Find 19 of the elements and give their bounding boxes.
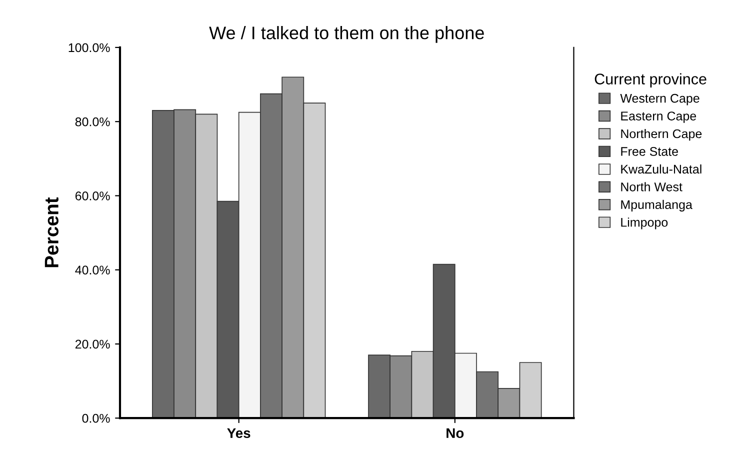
legend-label: KwaZulu-Natal [621, 164, 702, 174]
legend-label: Eastern Cape [621, 112, 696, 123]
y-tick-label: 80.0% [75, 117, 110, 126]
x-tick-label: Yes [227, 428, 250, 438]
y-axis-title: Percent [44, 197, 58, 268]
y-tick-label: 40.0% [75, 266, 110, 274]
y-tick-label: 100.0% [68, 43, 110, 52]
y-tick-label: 20.0% [75, 340, 110, 349]
legend-label: Free State [621, 147, 678, 156]
legend-label: Western Cape [620, 94, 700, 106]
y-tick-label: 0.0% [82, 414, 110, 423]
x-tick-label: No [446, 428, 464, 438]
chart-title: We / I talked to them on the phone [209, 26, 484, 43]
legend-label: Limpopo [621, 218, 668, 230]
legend-label: North West [621, 182, 682, 192]
legend-title: Current province [594, 73, 706, 88]
legend-label: Mpumalanga [621, 200, 692, 212]
legend-label: Northern Cape [621, 128, 702, 141]
y-tick-label: 60.0% [75, 192, 110, 200]
